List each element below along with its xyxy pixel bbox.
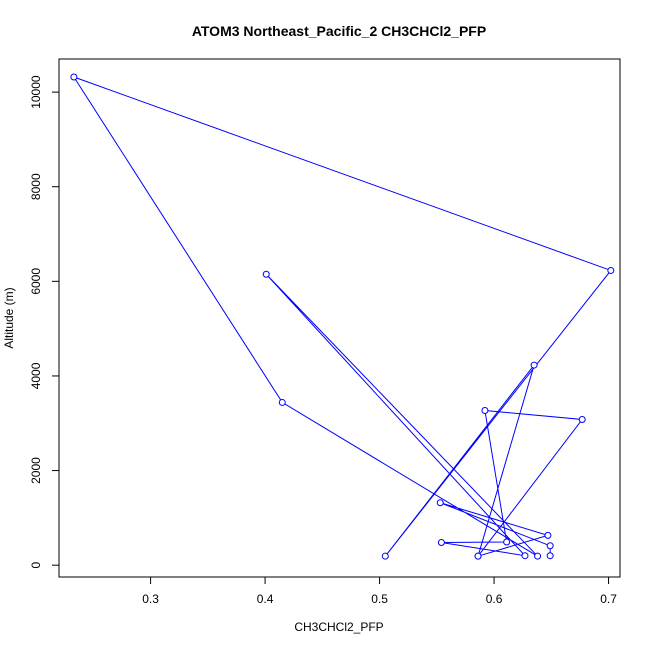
data-point: [436, 499, 444, 507]
y-tick-label: 8000: [29, 173, 43, 200]
series-group: [70, 73, 615, 560]
data-point: [437, 538, 445, 546]
x-axis: 0.3 0.4 0.5 0.6 0.7: [142, 577, 617, 606]
data-point: [262, 270, 270, 278]
x-tick-label: 0.6: [486, 592, 503, 606]
series-line: [72, 76, 612, 557]
data-point: [546, 552, 554, 560]
data-point: [546, 542, 554, 550]
y-tick-label: 0: [29, 562, 43, 569]
y-tick-label: 4000: [29, 362, 43, 389]
data-point: [503, 538, 511, 546]
x-axis-label: CH3CHCl2_PFP: [294, 620, 383, 634]
y-axis: 0 2000 4000 6000 8000 10000: [29, 75, 59, 569]
plot-frame: [58, 58, 621, 578]
data-point: [381, 552, 389, 560]
data-point: [521, 552, 529, 560]
data-point: [607, 266, 615, 274]
y-tick-label: 6000: [29, 268, 43, 295]
y-tick-label: 10000: [29, 75, 43, 109]
x-tick-label: 0.4: [257, 592, 274, 606]
data-point: [474, 552, 482, 560]
data-point: [544, 531, 552, 539]
data-point: [534, 552, 542, 560]
x-tick-label: 0.3: [142, 592, 159, 606]
chart-title: ATOM3 Northeast_Pacific_2 CH3CHCl2_PFP: [192, 23, 486, 39]
data-point: [481, 406, 489, 414]
x-tick-label: 0.5: [371, 592, 388, 606]
data-point: [578, 415, 586, 423]
data-point: [278, 398, 286, 406]
x-tick-label: 0.7: [600, 592, 617, 606]
y-axis-label: Altitude (m): [2, 287, 16, 348]
data-point: [70, 73, 78, 81]
y-tick-label: 2000: [29, 457, 43, 484]
data-point: [530, 361, 538, 369]
